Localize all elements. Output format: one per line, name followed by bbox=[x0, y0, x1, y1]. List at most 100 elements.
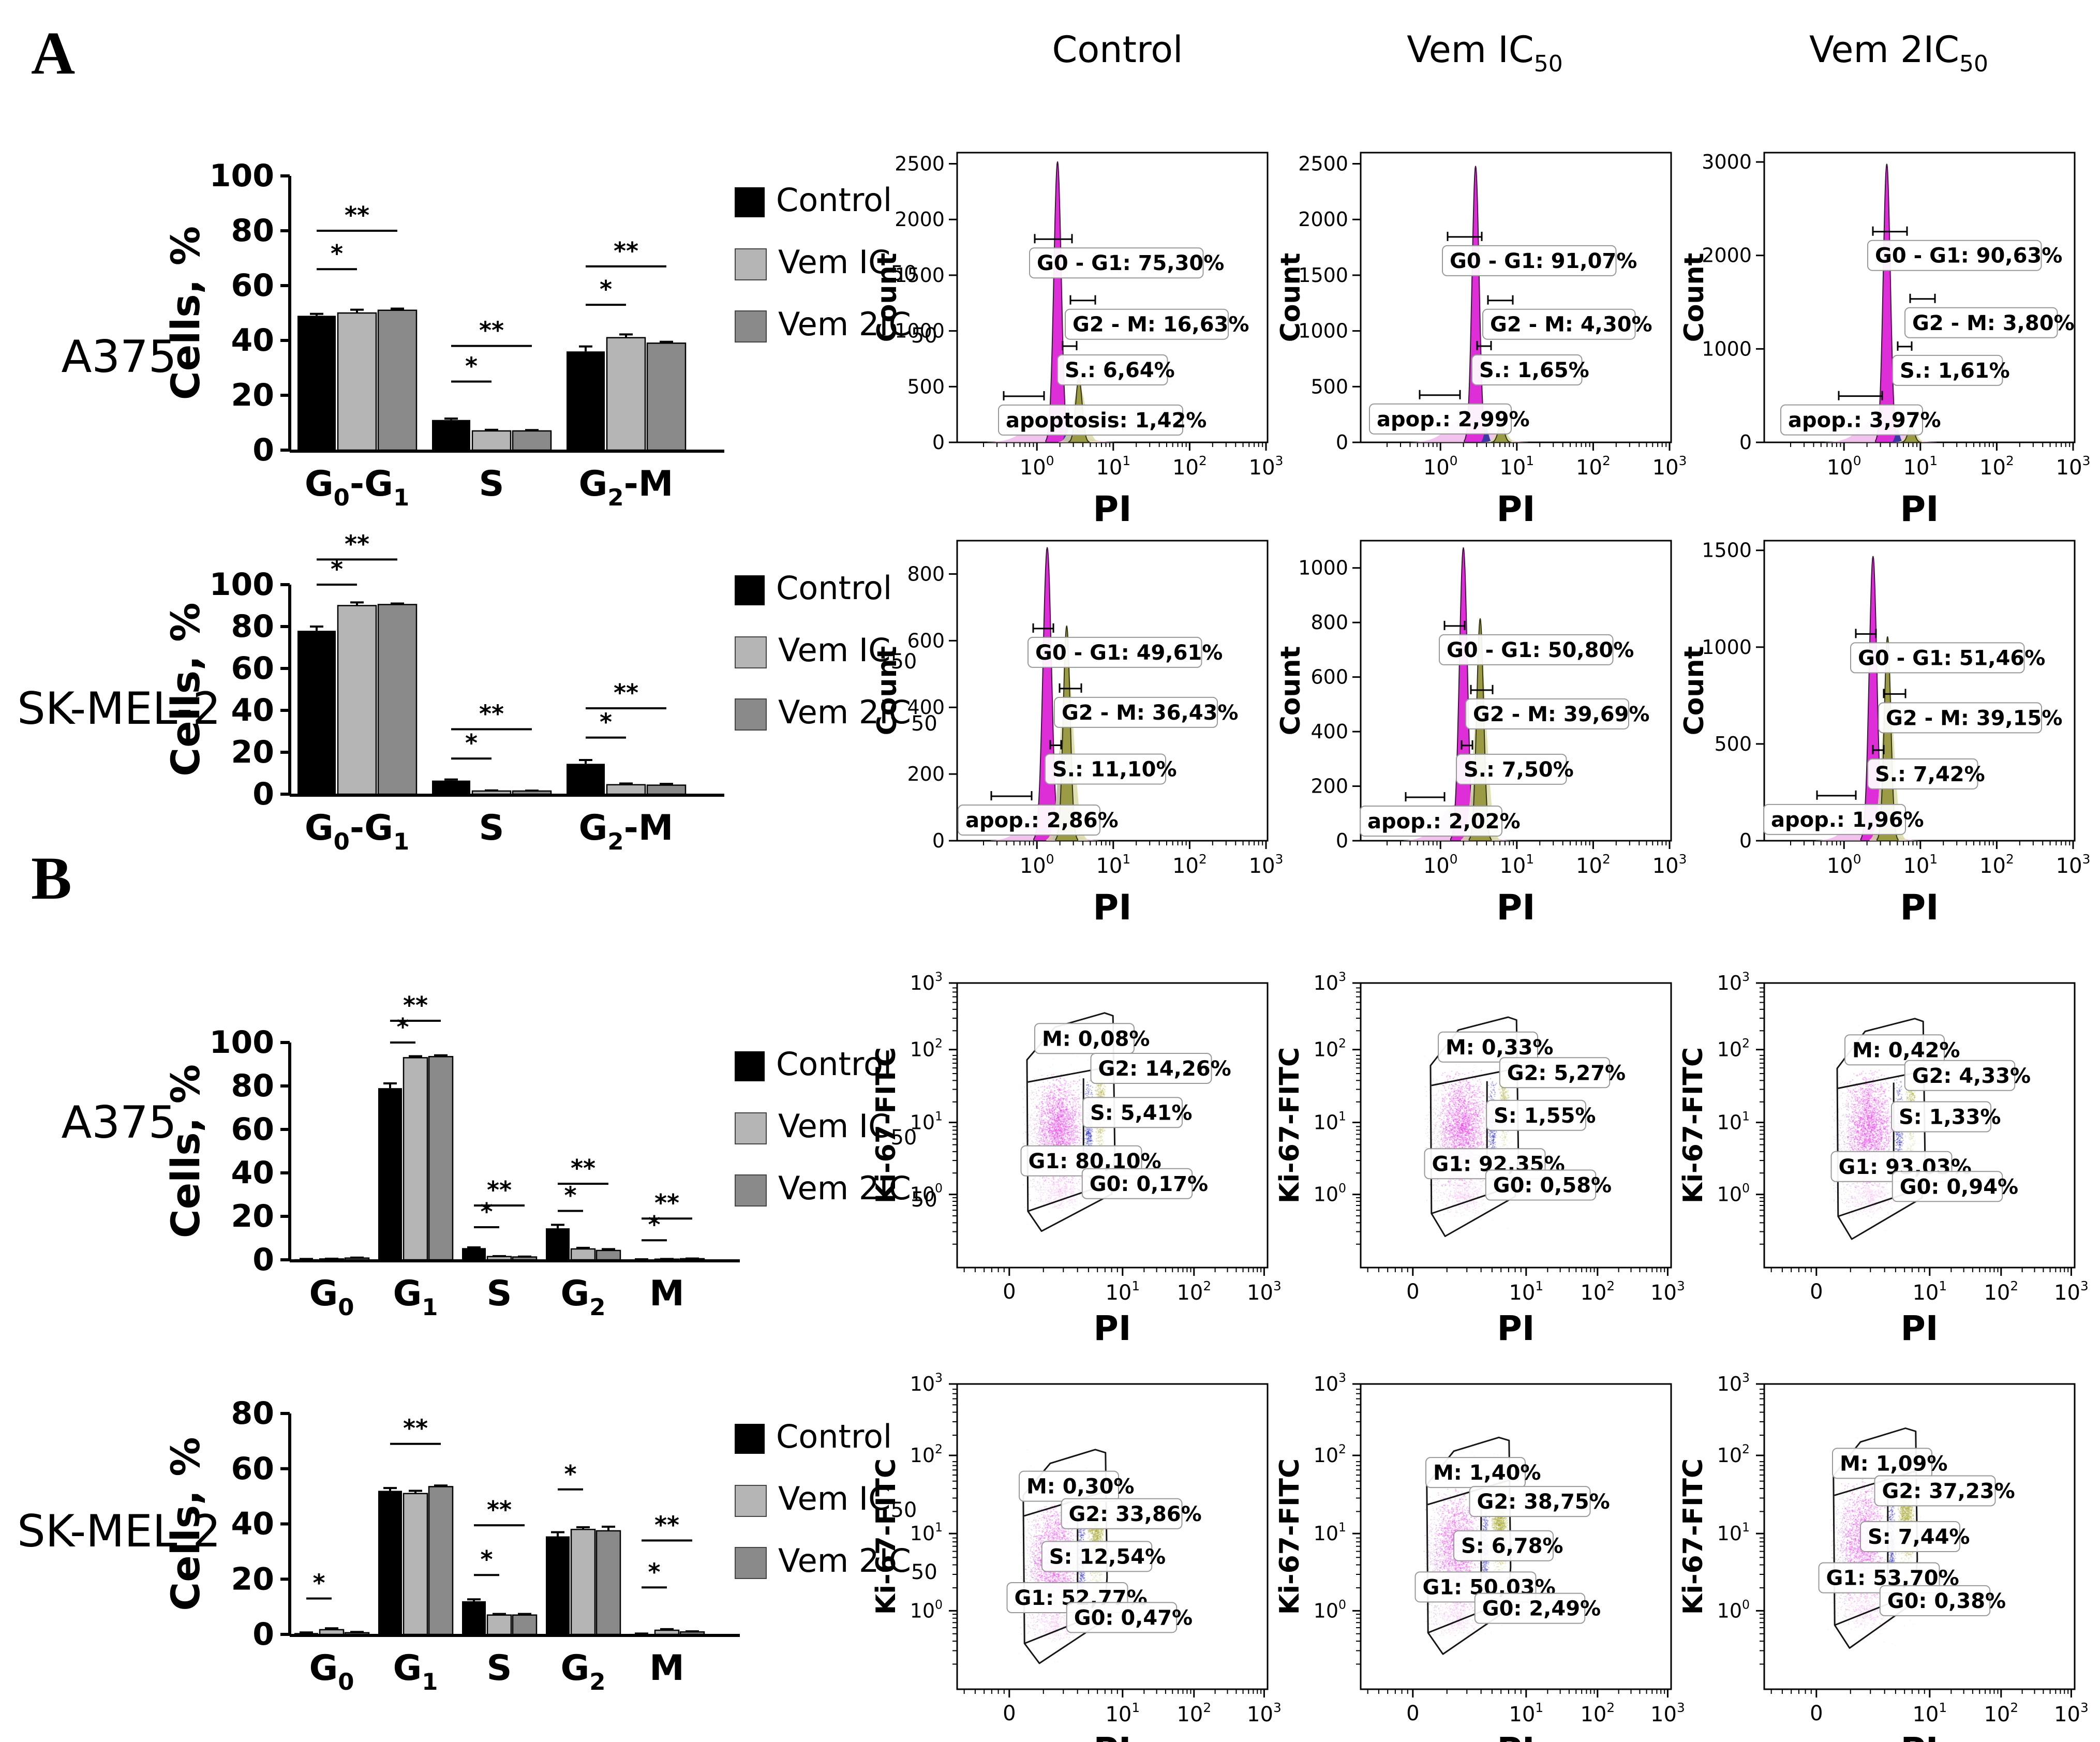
flow-scatter-skmel2-vem-2ic50: 103 102 101 100 Ki-67-FITC 0 101 102 103 PI M: 1,0… bbox=[1678, 1371, 2090, 1742]
svg-text:100: 100 bbox=[1020, 453, 1054, 480]
svg-text:M: 0,42%: M: 0,42% bbox=[1852, 1038, 1960, 1062]
svg-text:0: 0 bbox=[1810, 1280, 1823, 1304]
svg-text:G0: G0 bbox=[309, 1648, 354, 1695]
svg-text:1000: 1000 bbox=[1702, 337, 1752, 360]
svg-text:102: 102 bbox=[910, 1442, 943, 1467]
svg-text:G0 - G1: 51,46%: G0 - G1: 51,46% bbox=[1858, 646, 2045, 670]
svg-text:400: 400 bbox=[907, 696, 945, 719]
svg-text:102: 102 bbox=[1176, 1278, 1211, 1305]
svg-text:apop.: 1,96%: apop.: 1,96% bbox=[1771, 808, 1924, 832]
legend-label-control: Control bbox=[776, 569, 892, 607]
svg-text:0: 0 bbox=[1003, 1702, 1016, 1725]
legend-item-control: Control bbox=[735, 1045, 937, 1088]
legend-label-vem-ic50: Vem IC50 bbox=[778, 1107, 917, 1150]
svg-text:102: 102 bbox=[1176, 1700, 1211, 1726]
svg-text:G0 - G1: 49,61%: G0 - G1: 49,61% bbox=[1035, 641, 1223, 665]
svg-text:60: 60 bbox=[231, 650, 275, 687]
legend-panel-a-a375: Control Vem IC50 Vem 2IC50 bbox=[735, 181, 937, 348]
svg-text:20: 20 bbox=[231, 377, 275, 413]
legend-item-control: Control bbox=[735, 181, 937, 224]
svg-text:S.: 11,10%: S.: 11,10% bbox=[1052, 757, 1177, 781]
svg-text:G2 - M: 39,15%: G2 - M: 39,15% bbox=[1886, 706, 2062, 730]
svg-text:M: 1,40%: M: 1,40% bbox=[1433, 1461, 1541, 1485]
svg-text:G0 - G1: 91,07%: G0 - G1: 91,07% bbox=[1450, 249, 1637, 273]
svg-text:G2 - M: 36,43%: G2 - M: 36,43% bbox=[1062, 701, 1238, 725]
svg-text:*: * bbox=[465, 729, 478, 757]
svg-text:**: ** bbox=[403, 991, 428, 1019]
svg-text:103: 103 bbox=[1249, 852, 1284, 878]
svg-text:G2 - M: 16,63%: G2 - M: 16,63% bbox=[1073, 313, 1249, 337]
svg-text:PI: PI bbox=[1900, 887, 1939, 928]
legend-swatch-vem-ic50 bbox=[735, 636, 767, 668]
svg-text:3000: 3000 bbox=[1702, 151, 1752, 173]
svg-text:102: 102 bbox=[1172, 852, 1207, 878]
svg-text:Count: Count bbox=[1679, 646, 1710, 736]
svg-text:101: 101 bbox=[1105, 1278, 1140, 1305]
svg-text:40: 40 bbox=[231, 692, 275, 728]
svg-text:103: 103 bbox=[2054, 1278, 2089, 1305]
svg-text:500: 500 bbox=[907, 375, 945, 398]
row-label-a375-panel-b: A375 bbox=[61, 1097, 177, 1149]
svg-text:G1: G1 bbox=[393, 1273, 438, 1321]
svg-text:S: S bbox=[479, 464, 504, 504]
flow-histogram-a375-vem-ic50: 0 500 1000 1500 2000 2500 Count 100 101 102 103 PI G… bbox=[1275, 119, 1687, 579]
svg-text:400: 400 bbox=[1310, 720, 1348, 743]
flow-scatter-a375-vem-ic50: 103 102 101 100 Ki-67-FITC 0 101 102 103 PI M: 0,3… bbox=[1274, 957, 1687, 1366]
legend-item-vem-2ic50: Vem 2IC50 bbox=[735, 305, 937, 348]
svg-text:G0: 0,94%: G0: 0,94% bbox=[1900, 1175, 2018, 1199]
svg-text:103: 103 bbox=[910, 1371, 943, 1395]
svg-text:80: 80 bbox=[231, 213, 275, 249]
svg-text:103: 103 bbox=[2056, 453, 2091, 480]
flow-scatter-skmel2-control: 103 102 101 100 Ki-67-FITC 0 101 102 103 PI M: 0,3… bbox=[871, 1371, 1283, 1742]
legend-label-vem-ic50: Vem IC50 bbox=[778, 631, 917, 674]
legend-item-vem-ic50: Vem IC50 bbox=[735, 1107, 937, 1150]
column-header-vem-2ic50: Vem 2IC50 bbox=[1790, 28, 2007, 77]
svg-text:*: * bbox=[465, 352, 478, 380]
svg-text:103: 103 bbox=[1717, 970, 1750, 994]
svg-text:20: 20 bbox=[231, 1198, 275, 1234]
svg-text:102: 102 bbox=[910, 1036, 943, 1061]
svg-text:1000: 1000 bbox=[1298, 557, 1348, 579]
legend-item-vem-2ic50: Vem 2IC50 bbox=[735, 1542, 937, 1584]
svg-text:102: 102 bbox=[1979, 852, 2014, 878]
svg-text:S: 5,41%: S: 5,41% bbox=[1090, 1101, 1193, 1125]
svg-text:Ki-67-FITC: Ki-67-FITC bbox=[1274, 1458, 1305, 1615]
svg-text:101: 101 bbox=[1509, 1700, 1543, 1726]
svg-text:M: 0,08%: M: 0,08% bbox=[1042, 1027, 1150, 1051]
flow-scatter-skmel2-vem-ic50: 103 102 101 100 Ki-67-FITC 0 101 102 103 PI M: 1,4… bbox=[1274, 1371, 1687, 1742]
svg-text:1500: 1500 bbox=[1702, 539, 1752, 562]
svg-text:100: 100 bbox=[210, 567, 274, 603]
svg-text:*: * bbox=[396, 1013, 409, 1041]
svg-text:S.: 1,65%: S.: 1,65% bbox=[1479, 359, 1589, 382]
legend-panel-b-a375: Control Vem IC50 Vem 2IC50 bbox=[735, 1045, 937, 1212]
legend-swatch-vem-2ic50 bbox=[735, 1547, 767, 1579]
svg-text:G2: 14,26%: G2: 14,26% bbox=[1098, 1057, 1231, 1081]
svg-text:G2 - M: 39,69%: G2 - M: 39,69% bbox=[1473, 703, 1649, 726]
svg-text:0: 0 bbox=[1406, 1702, 1419, 1725]
legend-swatch-vem-ic50 bbox=[735, 248, 767, 280]
svg-text:G0: 0,17%: G0: 0,17% bbox=[1090, 1172, 1208, 1196]
svg-text:Count: Count bbox=[872, 646, 903, 736]
svg-text:G0-G1: G0-G1 bbox=[305, 808, 409, 855]
svg-text:0: 0 bbox=[932, 829, 945, 852]
legend-label-control: Control bbox=[776, 1045, 892, 1083]
svg-text:G2-M: G2-M bbox=[579, 464, 674, 511]
svg-text:**: ** bbox=[614, 237, 638, 265]
svg-text:M: 1,09%: M: 1,09% bbox=[1840, 1452, 1948, 1476]
svg-text:103: 103 bbox=[1249, 453, 1284, 480]
svg-text:*: * bbox=[312, 1569, 325, 1597]
svg-text:101: 101 bbox=[1105, 1700, 1140, 1726]
svg-text:0: 0 bbox=[932, 431, 945, 454]
svg-text:Cells, %: Cells, % bbox=[162, 602, 208, 776]
svg-text:*: * bbox=[564, 1460, 576, 1488]
svg-text:103: 103 bbox=[2054, 1700, 2089, 1726]
svg-text:103: 103 bbox=[1314, 1371, 1346, 1395]
legend-label-vem-2ic50: Vem 2IC50 bbox=[778, 693, 937, 736]
svg-text:2000: 2000 bbox=[1702, 244, 1752, 267]
legend-swatch-vem-ic50 bbox=[735, 1485, 767, 1517]
legend-swatch-vem-2ic50 bbox=[735, 1174, 767, 1207]
svg-text:**: ** bbox=[571, 1154, 595, 1182]
svg-text:500: 500 bbox=[1714, 733, 1752, 755]
svg-text:M: M bbox=[649, 1648, 684, 1689]
